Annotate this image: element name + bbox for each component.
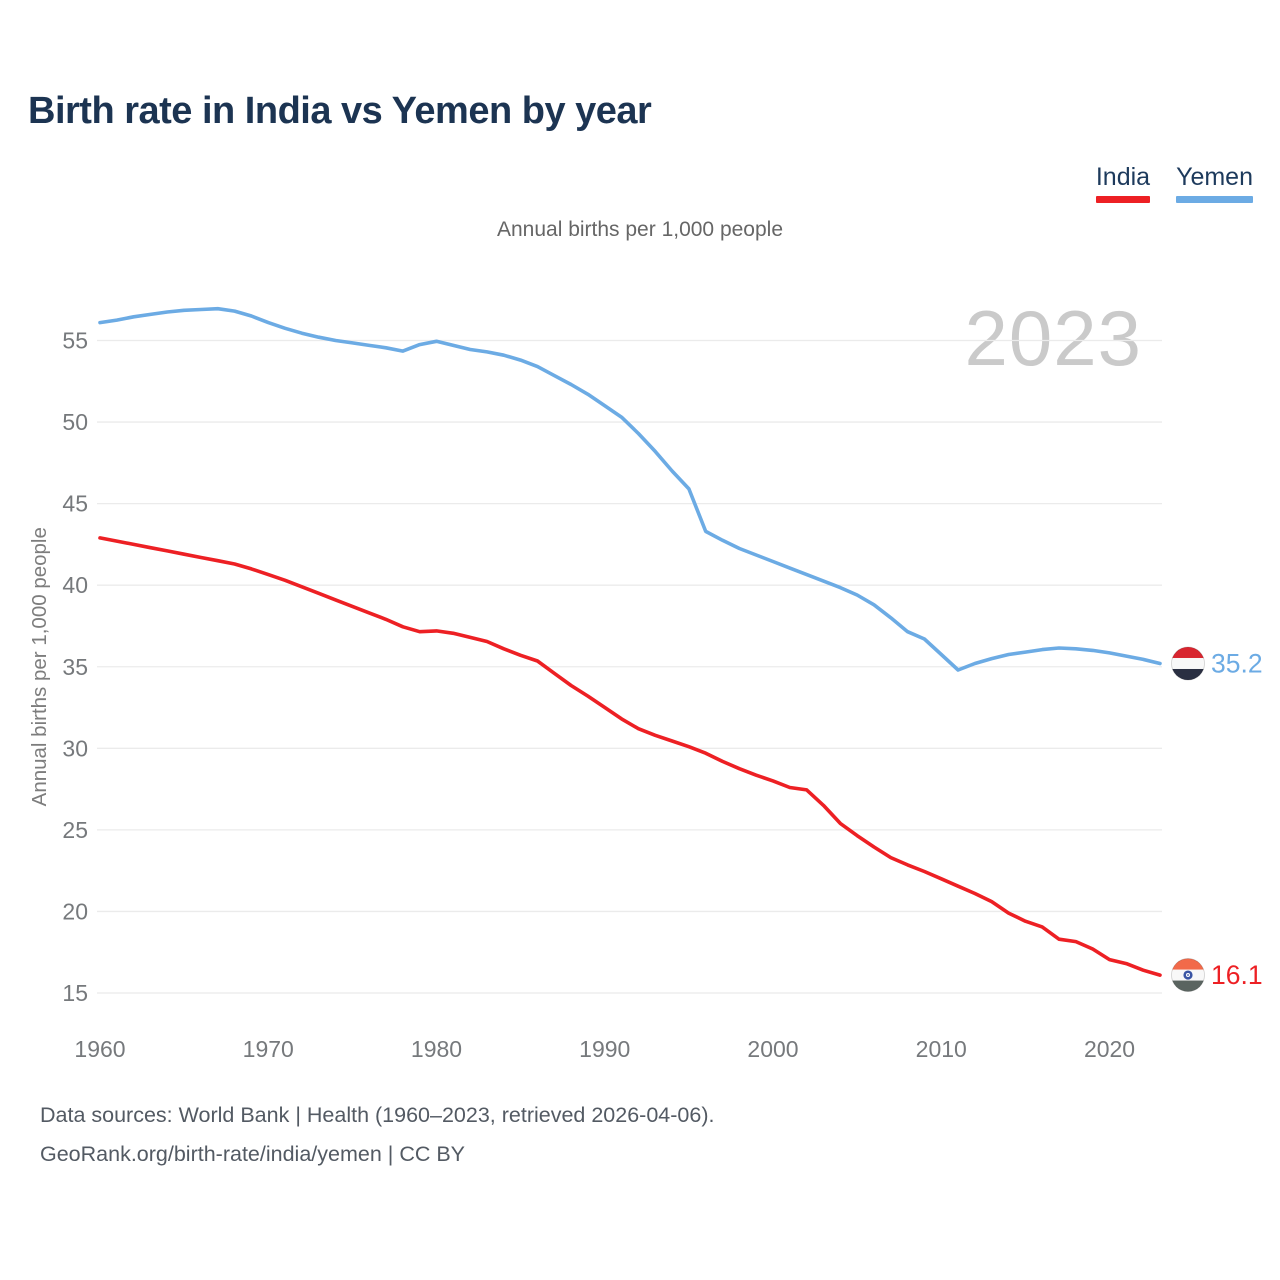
y-axis-title: Annual births per 1,000 people xyxy=(28,527,51,806)
x-tick-label-1980: 1980 xyxy=(411,1036,462,1062)
x-tick-label-1990: 1990 xyxy=(579,1036,630,1062)
end-label-india: 16.1 xyxy=(1211,960,1263,990)
india-flag-ring xyxy=(1171,958,1205,992)
x-tick-label-1970: 1970 xyxy=(243,1036,294,1062)
legend-item-yemen[interactable]: Yemen xyxy=(1176,163,1253,203)
y-tick-label-20: 20 xyxy=(62,898,88,924)
legend: India Yemen xyxy=(1095,163,1253,203)
y-tick-label-15: 15 xyxy=(62,980,88,1006)
series-line-yemen xyxy=(98,306,1162,672)
y-tick-label-50: 50 xyxy=(62,409,88,435)
y-tick-label-25: 25 xyxy=(62,817,88,843)
legend-label-yemen: Yemen xyxy=(1176,163,1253,191)
chart-canvas: 2023 15 20 25 30 35 40 45 50 55 1960 1970 1980 1990 20… xyxy=(28,294,1263,1062)
x-tick-label-1960: 1960 xyxy=(74,1036,125,1062)
chart-subtitle: Annual births per 1,000 people xyxy=(496,218,784,241)
legend-swatch-india xyxy=(1095,196,1151,203)
series-line-india xyxy=(98,536,1162,977)
legend-item-india[interactable]: India xyxy=(1095,163,1151,203)
yemen-flag-icon xyxy=(1171,646,1205,680)
yemen-flag-ring xyxy=(1171,646,1205,681)
x-tick-label-2010: 2010 xyxy=(916,1036,967,1062)
end-label-yemen: 35.2 xyxy=(1211,648,1263,678)
y-tick-label-35: 35 xyxy=(62,654,88,680)
footer: Data sources: World Bank | Health (1960–… xyxy=(40,1096,714,1174)
footer-sources: Data sources: World Bank | Health (1960–… xyxy=(40,1103,715,1127)
watermark-year: 2023 xyxy=(964,294,1142,382)
x-tick-label-2020: 2020 xyxy=(1084,1036,1135,1062)
y-tick-label-40: 40 xyxy=(62,572,88,598)
legend-swatch-yemen xyxy=(1176,196,1253,203)
x-tick-label-2000: 2000 xyxy=(747,1036,798,1062)
y-tick-label-45: 45 xyxy=(62,491,88,517)
footer-attribution: GeoRank.org/birth-rate/india/yemen | CC … xyxy=(40,1142,466,1166)
y-tick-label-30: 30 xyxy=(62,735,88,761)
page-title: Birth rate in India vs Yemen by year xyxy=(28,90,652,132)
legend-label-india: India xyxy=(1095,163,1151,191)
india-flag-icon xyxy=(1171,958,1205,992)
y-tick-label-55: 55 xyxy=(62,328,88,354)
